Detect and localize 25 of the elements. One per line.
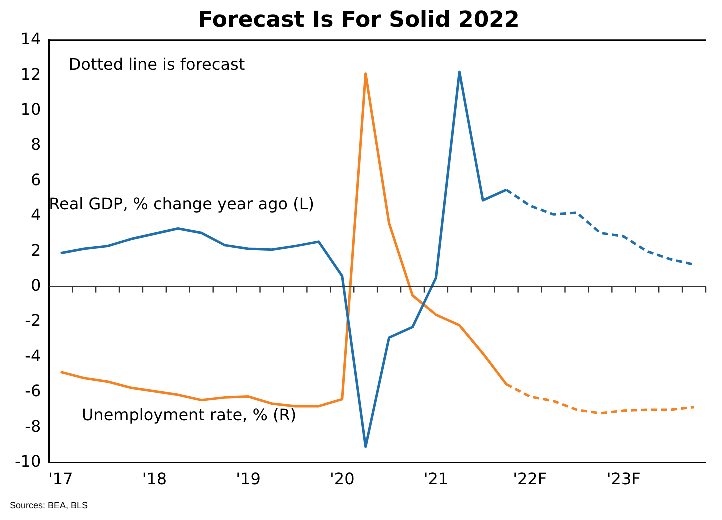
y-tick-label: -10 — [14, 452, 42, 471]
x-tick-label: '19 — [236, 470, 261, 489]
x-tick-label: '21 — [424, 470, 449, 489]
y-tick-label: -8 — [25, 416, 42, 436]
x-tick-label: '20 — [330, 470, 355, 489]
x-tick-label: '18 — [142, 470, 168, 489]
y-tick-label: 6 — [30, 170, 42, 190]
y-tick-label: 12 — [20, 64, 42, 84]
source-note: Sources: BEA, BLS — [10, 500, 88, 510]
annotation: Real GDP, % change year ago (L) — [49, 194, 315, 214]
y-tick-label: -6 — [25, 382, 42, 401]
y-tick-label: 0 — [30, 276, 42, 295]
x-tick-label: '17 — [48, 470, 74, 489]
annotation: Unemployment rate, % (R) — [82, 405, 297, 424]
annotation: Dotted line is forecast — [68, 54, 246, 74]
y-tick-label: 2 — [30, 240, 42, 260]
x-tick-label: '22F — [513, 470, 548, 489]
y-tick-label: -4 — [25, 346, 42, 366]
y-tick-label: -2 — [25, 311, 42, 330]
y-tick-label: 4 — [30, 206, 42, 225]
y-tick-label: 10 — [20, 100, 42, 119]
y-tick-label: 8 — [30, 135, 42, 154]
x-tick-label: '23F — [606, 470, 641, 489]
y-tick-label: 14 — [20, 30, 42, 49]
chart-title: Forecast Is For Solid 2022 — [198, 8, 520, 33]
